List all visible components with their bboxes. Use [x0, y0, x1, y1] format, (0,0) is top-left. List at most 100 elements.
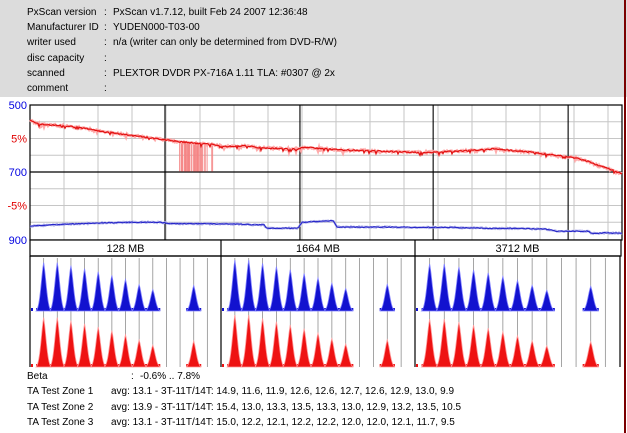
ta-peak — [75, 268, 94, 312]
y-axis-label: 700 — [9, 167, 27, 179]
ta-peak — [323, 337, 340, 368]
ta-peak — [240, 315, 258, 368]
ta-edge-mark — [416, 364, 418, 367]
ta-peak — [89, 326, 107, 368]
ta-peak — [523, 339, 541, 368]
colon: : — [131, 371, 134, 382]
ta-peak — [323, 281, 340, 312]
ta-peak — [582, 340, 600, 368]
ta-peak — [435, 263, 454, 312]
ta-peak — [420, 263, 439, 312]
ta-edge-mark — [416, 308, 418, 311]
info-row-comment: comment: — [0, 81, 627, 96]
ta-zone-value: avg: 13.1 - 3T-11T/14T: 15.0, 12.2, 12.1… — [111, 417, 455, 429]
ta-peak — [493, 330, 513, 368]
beta-label: Beta — [27, 371, 48, 382]
ta-peak — [379, 338, 396, 368]
ta-peak — [582, 285, 600, 312]
ta-peak — [538, 289, 556, 312]
ta-peak — [89, 271, 107, 312]
window-right-border — [624, 0, 626, 433]
ta-peak — [62, 265, 80, 312]
ta-peak — [538, 344, 556, 368]
ta-peak — [226, 315, 244, 368]
ta-peak — [281, 324, 300, 368]
colon: : — [104, 83, 107, 95]
mb-zone-label: 3712 MB — [495, 243, 539, 255]
ta-peak — [145, 344, 161, 368]
ta-peak — [48, 262, 66, 312]
ta-peak — [379, 282, 396, 312]
ta-peak — [464, 269, 483, 312]
beta-trace — [29, 119, 622, 175]
ta-peak — [103, 330, 121, 368]
ta-peak — [226, 260, 244, 312]
ta-peak — [267, 266, 286, 312]
info-row-capacity: disc capacity: — [0, 51, 627, 66]
ta-peak — [523, 284, 541, 312]
ta-peak — [103, 275, 121, 312]
ta-peak — [267, 321, 286, 368]
ta-peak — [131, 338, 147, 368]
ta-peak — [62, 320, 80, 368]
info-value: n/a (writer can only be determined from … — [113, 37, 337, 49]
ta-peak — [435, 319, 454, 368]
ta-peak — [309, 276, 327, 312]
beta-row: Beta: -0.6% .. 7.8% — [27, 369, 461, 384]
ta-edge-mark — [222, 364, 224, 367]
ta-peak — [449, 266, 469, 312]
mb-zone-label: 1664 MB — [296, 243, 340, 255]
ta-zone-label: TA Test Zone 2 — [27, 401, 94, 413]
info-label: writer used — [27, 37, 76, 49]
info-row-manufacturer: Manufacturer ID: YUDEN000-T03-00 — [0, 20, 627, 35]
info-label: Manufacturer ID — [27, 22, 99, 34]
info-row-scanned: scanned: PLEXTOR DVDR PX-716A 1.11 TLA: #… — [0, 66, 627, 81]
colon: : — [104, 52, 107, 64]
colon: : — [104, 22, 107, 34]
ta-peak — [35, 317, 53, 368]
level-trace — [29, 219, 622, 235]
ta-peak — [145, 288, 161, 312]
ta-peak — [464, 325, 483, 368]
ta-peak — [449, 322, 469, 368]
ta-peak — [253, 318, 272, 368]
ta-peak — [116, 277, 135, 312]
ta-peak — [507, 278, 528, 312]
ta-peak — [478, 272, 498, 312]
mb-zone-label: 128 MB — [107, 243, 145, 255]
ta-edge-mark — [31, 364, 33, 367]
ta-edge-mark — [222, 308, 224, 311]
info-value: PLEXTOR DVDR PX-716A 1.11 TLA: #0307 @ 2… — [113, 67, 335, 79]
y-axis-label: -5% — [7, 201, 27, 213]
ta-peak — [75, 323, 94, 368]
ta-peak — [253, 263, 272, 312]
ta-peak — [185, 284, 202, 312]
ta-peak — [48, 317, 66, 368]
colon: : — [104, 67, 107, 79]
y-axis-label: 900 — [9, 235, 27, 247]
ta-peak — [337, 342, 354, 368]
ta-zone-label: TA Test Zone 3 — [27, 417, 94, 429]
ta-zone-value: avg: 13.9 - 3T-11T/14T: 15.4, 13.0, 13.3… — [111, 401, 462, 413]
scan-charts: 128 MB 1664 MB 3712 MB 500 5% 700 -5% 900 — [7, 100, 623, 368]
ta-zone-label: TA Test Zone 1 — [27, 386, 94, 398]
ta-peak — [240, 260, 258, 312]
ta-peak — [295, 328, 313, 368]
colon: : — [104, 7, 107, 18]
ta-peak — [493, 274, 513, 312]
info-label: disc capacity — [27, 52, 85, 64]
info-label: PxScan version — [27, 7, 97, 18]
beta-trace — [29, 118, 623, 176]
info-label: comment — [27, 83, 69, 95]
ta-peak — [185, 339, 202, 368]
ta-peak — [35, 262, 53, 312]
ta-peak — [420, 319, 439, 368]
info-label: scanned — [27, 67, 65, 79]
info-value: YUDEN000-T03-00 — [113, 22, 200, 34]
info-row-writer: writer used: n/a (writer can only be dete… — [0, 35, 627, 50]
ta-peak — [507, 334, 528, 368]
beta-value: -0.6% .. 7.8% — [140, 371, 201, 382]
ta-edge-mark — [31, 308, 33, 311]
scan-info-header: PxScan version: PxScan v1.7.12, built Feb… — [0, 0, 627, 97]
